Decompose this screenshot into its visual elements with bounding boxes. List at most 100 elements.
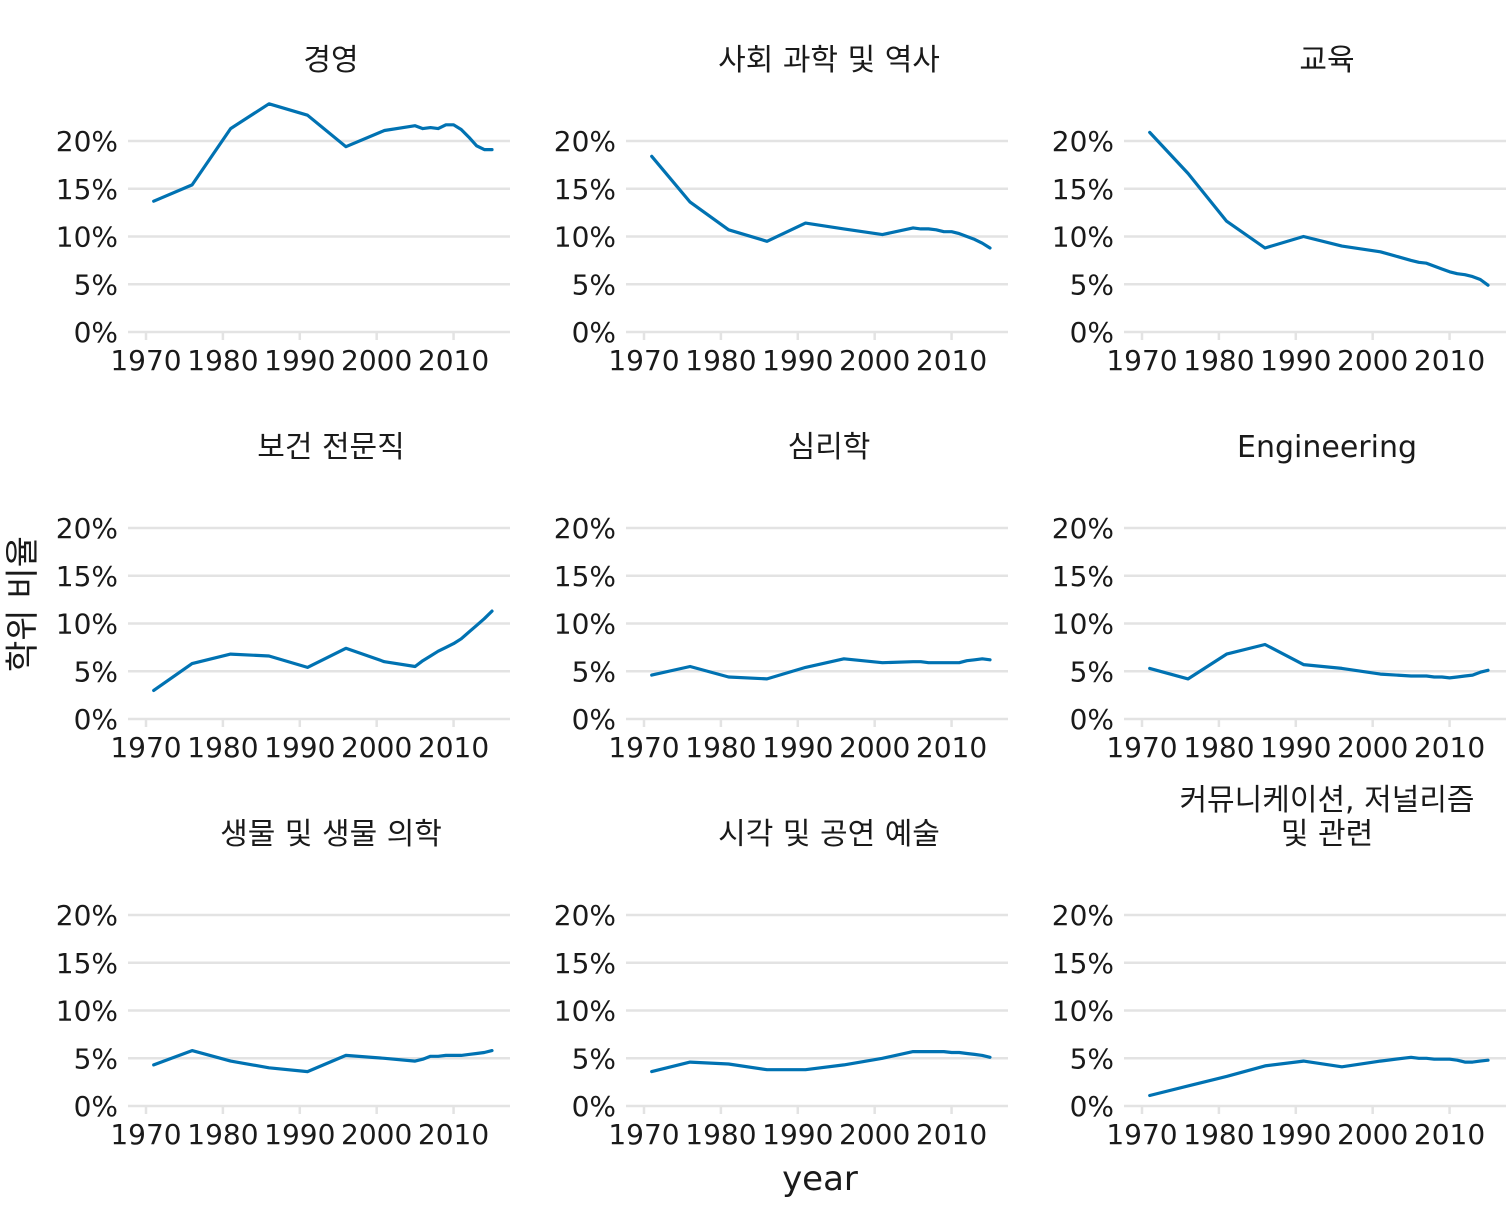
y-tick-label: 15% <box>56 560 118 593</box>
x-tick-label: 1980 <box>187 731 258 764</box>
y-tick-label: 15% <box>56 947 118 980</box>
x-tick-label: 2000 <box>839 1118 910 1151</box>
y-tick-label: 10% <box>56 608 118 641</box>
x-tick-label: 2000 <box>839 344 910 377</box>
y-tick-label: 15% <box>554 560 616 593</box>
y-tick-label: 5% <box>74 655 118 688</box>
x-tick-label: 1980 <box>1183 344 1254 377</box>
y-tick-label: 5% <box>1070 655 1114 688</box>
y-tick-label: 10% <box>56 995 118 1028</box>
y-tick-label: 0% <box>74 703 118 736</box>
x-tick-label: 2010 <box>916 1118 987 1151</box>
y-tick-label: 10% <box>1052 995 1114 1028</box>
x-tick-label: 1990 <box>264 1118 335 1151</box>
y-tick-label: 0% <box>572 1090 616 1123</box>
series-line <box>650 657 992 681</box>
y-tick-label: 20% <box>554 899 616 932</box>
y-tick-label: 10% <box>1052 608 1114 641</box>
x-tick-label: 1970 <box>608 344 679 377</box>
series-line <box>1148 130 1490 287</box>
panel-title: 경영 <box>303 43 358 78</box>
x-tick-label: 1970 <box>608 1118 679 1151</box>
series-line <box>1148 642 1490 681</box>
x-tick-label: 1980 <box>187 1118 258 1151</box>
y-tick-label: 15% <box>1052 560 1114 593</box>
x-tick-label: 1990 <box>264 344 335 377</box>
panel-title: 사회 과학 및 역사 <box>718 43 940 78</box>
series-line <box>650 1049 992 1074</box>
y-tick-label: 5% <box>572 268 616 301</box>
series-line <box>650 154 992 250</box>
panel-title: 심리학 <box>788 430 871 465</box>
panel-4: 0% 5% 10% 15% 20% 1970 1980 1990 2000 2010 보건 전문직 <box>56 430 510 764</box>
panel-title: 교육 <box>1299 43 1354 78</box>
x-tick-label: 2000 <box>341 1118 412 1151</box>
y-tick-label: 5% <box>572 1042 616 1075</box>
y-axis-title: 학위 비율 <box>3 536 43 672</box>
y-tick-label: 10% <box>1052 221 1114 254</box>
x-tick-label: 1980 <box>685 344 756 377</box>
y-tick-label: 20% <box>554 125 616 158</box>
x-tick-label: 2000 <box>341 344 412 377</box>
x-tick-label: 1990 <box>762 344 833 377</box>
x-tick-label: 1990 <box>1260 731 1331 764</box>
y-tick-label: 15% <box>56 173 118 206</box>
y-tick-label: 0% <box>572 316 616 349</box>
y-tick-label: 20% <box>1052 125 1114 158</box>
x-tick-label: 1970 <box>110 1118 181 1151</box>
y-tick-label: 10% <box>554 221 616 254</box>
series-line <box>152 1048 494 1074</box>
x-tick-label: 2010 <box>1414 344 1485 377</box>
y-tick-label: 0% <box>1070 703 1114 736</box>
panel-title: 생물 및 생물 의학 <box>220 817 442 852</box>
panels-group: 0%5%10%15%20%1970 1980 1990 2000 2010경영0%5%1… <box>56 43 1506 1151</box>
x-tick-label: 1980 <box>1183 731 1254 764</box>
x-tick-label: 2010 <box>418 344 489 377</box>
x-tick-label: 1990 <box>264 731 335 764</box>
x-tick-label: 2010 <box>916 731 987 764</box>
x-tick-label: 2010 <box>916 344 987 377</box>
panel-9: 0% 5% 10% 15% 20% 1970 1980 1990 2000 2010 커뮤니케이션,… <box>1052 783 1506 1151</box>
x-tick-label: 1990 <box>762 731 833 764</box>
y-tick-label: 0% <box>74 1090 118 1123</box>
panel-5: 0% 5% 10% 15% 20% 1970 1980 1990 2000 2010 심리학 <box>554 430 1008 764</box>
x-tick-label: 2010 <box>418 731 489 764</box>
panel-title: Engineering <box>1237 430 1417 465</box>
x-tick-label: 1980 <box>187 344 258 377</box>
panel-8: 0% 5% 10% 15% 20% 1970 1980 1990 2000 2010 시각 및 공연… <box>554 817 1008 1151</box>
y-tick-label: 15% <box>1052 947 1114 980</box>
x-tick-label: 1970 <box>110 344 181 377</box>
y-tick-label: 20% <box>56 512 118 545</box>
x-tick-label: 1980 <box>685 1118 756 1151</box>
y-tick-label: 10% <box>56 221 118 254</box>
y-tick-label: 20% <box>554 512 616 545</box>
y-tick-label: 20% <box>1052 899 1114 932</box>
panel-3: 0% 5% 10% 15% 20% 1970 1980 1990 2000 2010 교육 <box>1052 43 1506 377</box>
panel-title: 보건 전문직 <box>257 430 405 465</box>
series-line <box>152 609 494 693</box>
x-tick-label: 1990 <box>1260 344 1331 377</box>
x-tick-label: 1990 <box>762 1118 833 1151</box>
x-tick-label: 1990 <box>1260 1118 1331 1151</box>
x-tick-label: 1970 <box>110 731 181 764</box>
panel-title: 시각 및 공연 예술 <box>718 817 940 852</box>
y-tick-label: 20% <box>1052 512 1114 545</box>
y-tick-label: 0% <box>572 703 616 736</box>
x-tick-label: 2010 <box>418 1118 489 1151</box>
panel-7: 0% 5% 10% 15% 20% 1970 1980 1990 2000 2010 생물 및 생물… <box>56 817 510 1151</box>
panel-2: 0% 5% 10% 15% 20% 1970 1980 1990 2000 2010 사회 과학 및… <box>554 43 1008 377</box>
series-line <box>1148 1055 1490 1098</box>
x-tick-label: 1970 <box>1106 1118 1177 1151</box>
x-tick-label: 2000 <box>1337 344 1408 377</box>
x-tick-label: 2000 <box>839 731 910 764</box>
x-tick-label: 1970 <box>608 731 679 764</box>
x-tick-label: 1970 <box>1106 731 1177 764</box>
y-tick-label: 5% <box>1070 268 1114 301</box>
x-tick-label: 2000 <box>1337 1118 1408 1151</box>
y-tick-label: 5% <box>572 655 616 688</box>
y-tick-label: 0% <box>74 316 118 349</box>
y-tick-label: 15% <box>554 173 616 206</box>
y-tick-label: 20% <box>56 125 118 158</box>
x-axis-title: year <box>782 1159 858 1199</box>
